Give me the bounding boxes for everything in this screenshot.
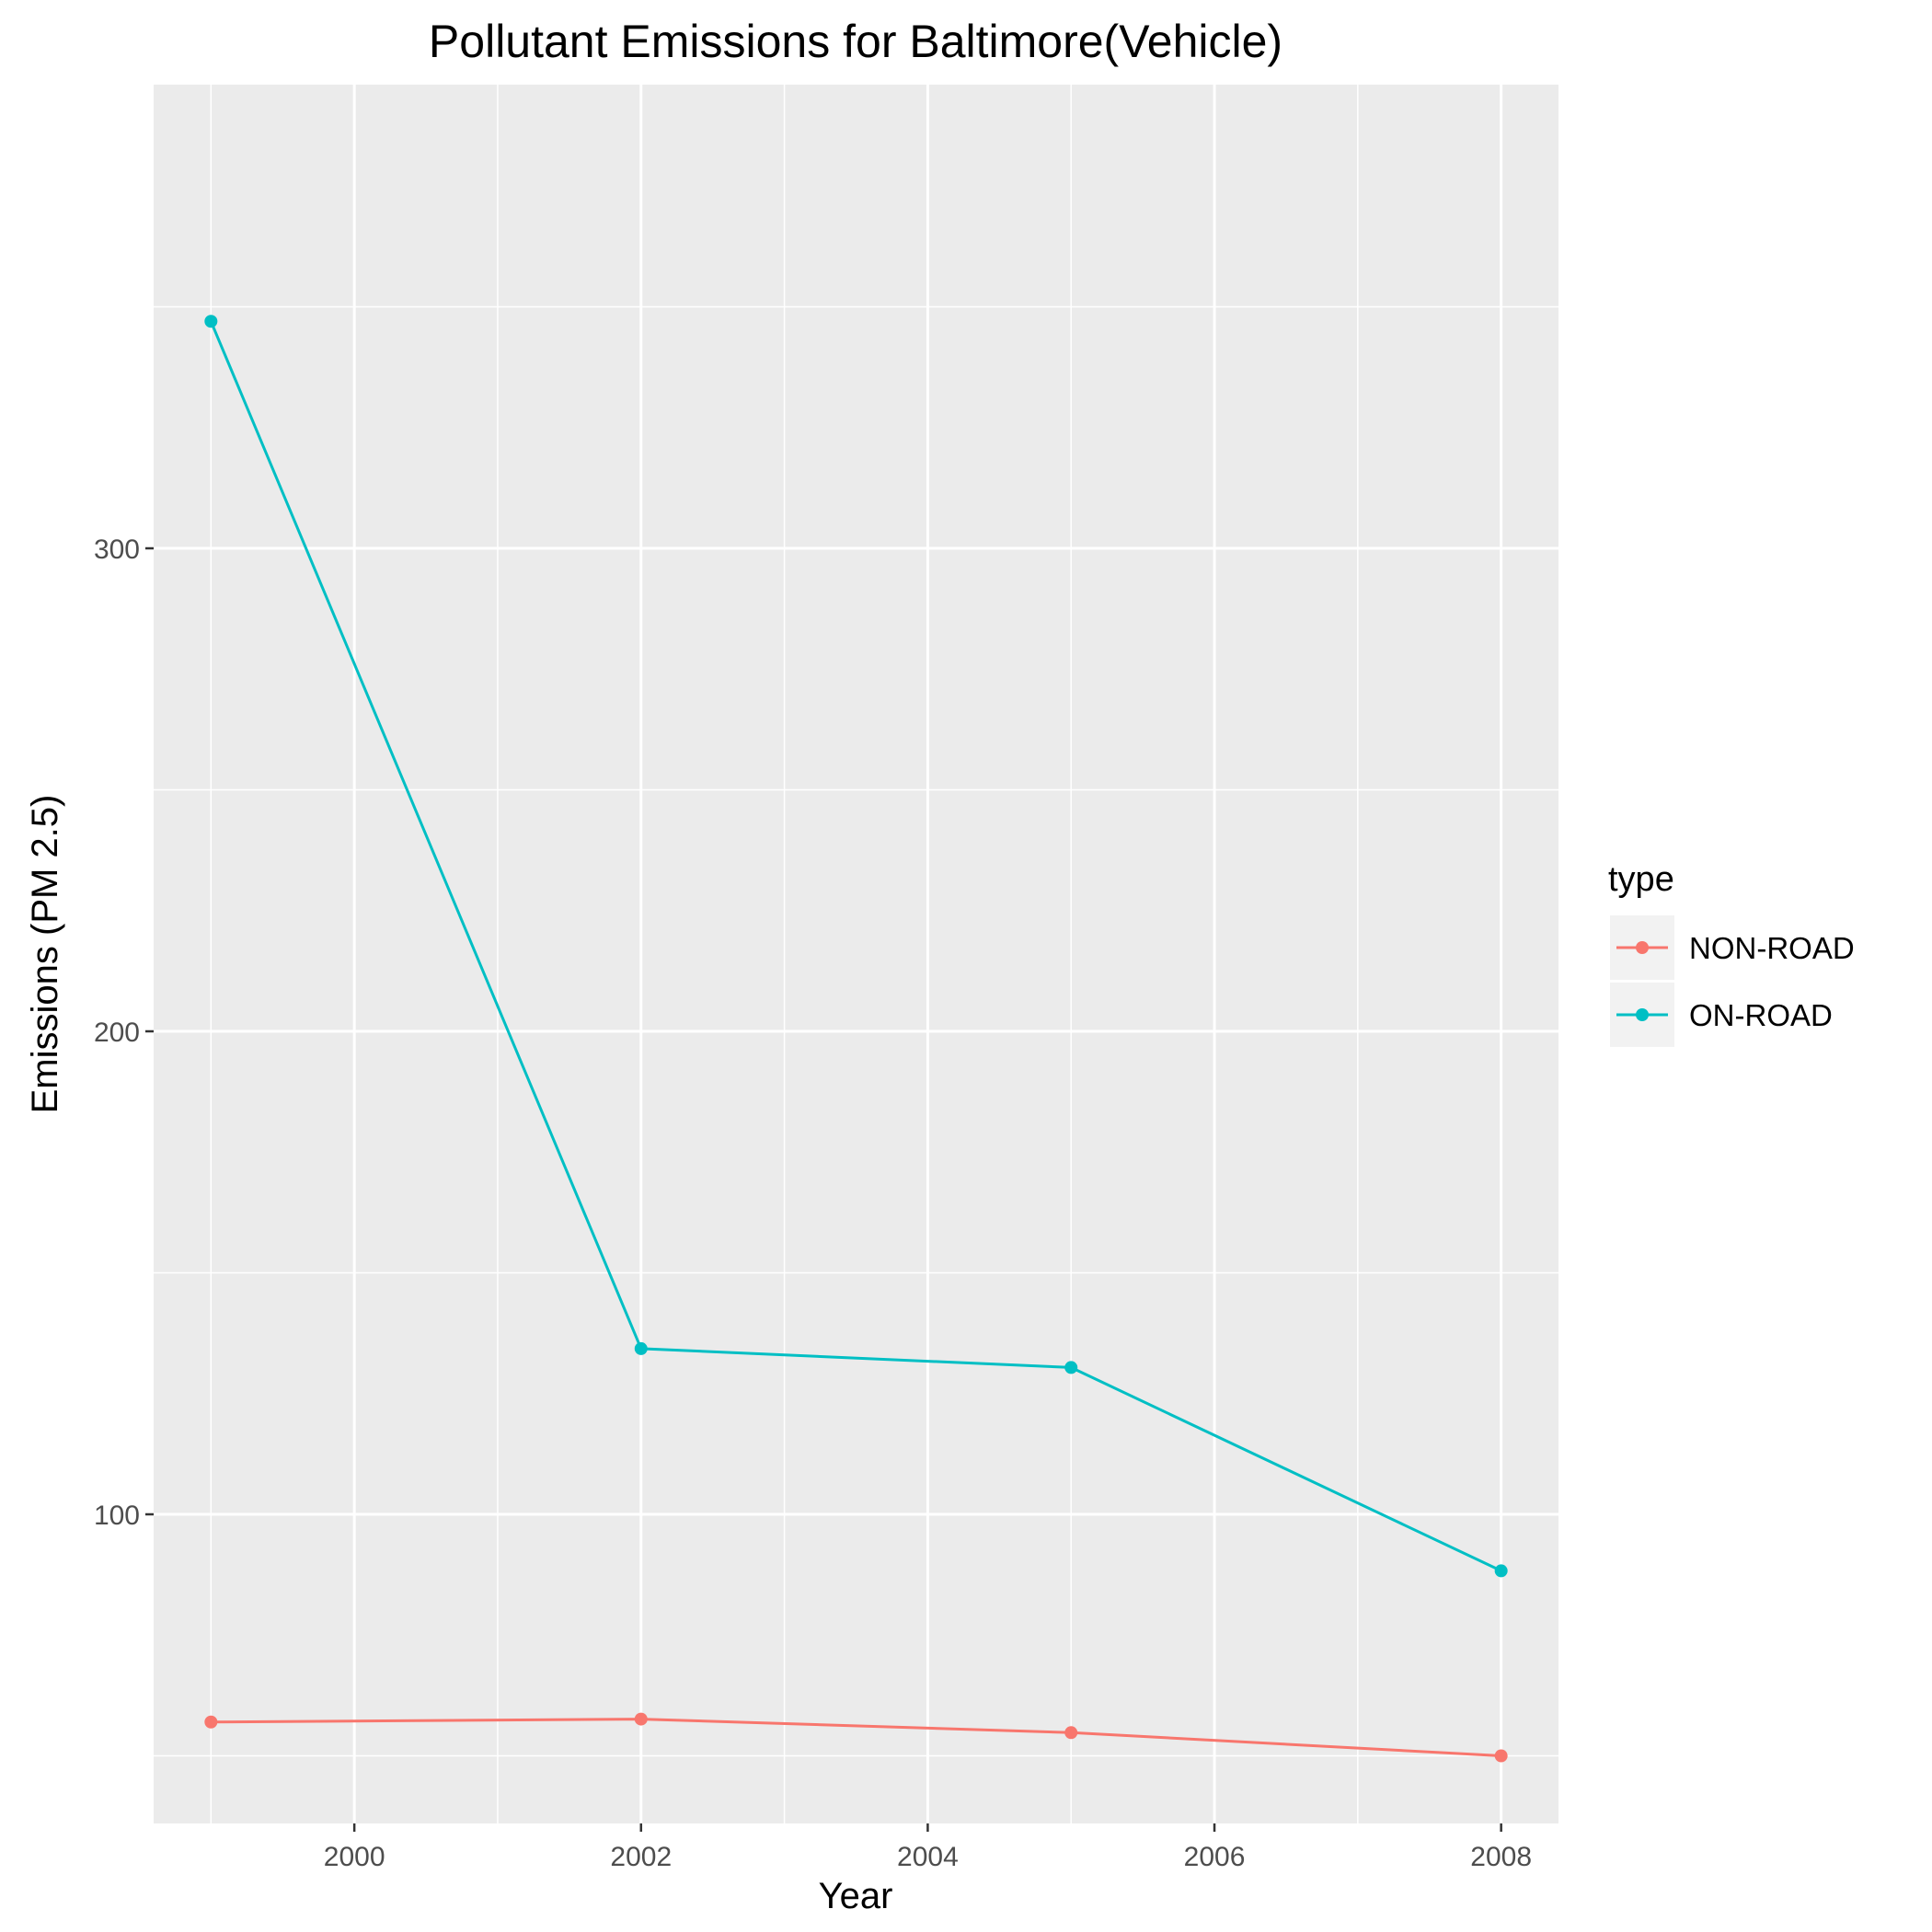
data-point-non-road	[204, 1715, 218, 1729]
axis-ticks	[145, 546, 1502, 1832]
data-point-non-road	[1064, 1726, 1078, 1740]
x-tick-label: 2002	[610, 1842, 672, 1872]
x-tick-labels: 2000 2002 2004 2006 2008	[324, 1842, 1532, 1872]
x-tick-label: 2008	[1470, 1842, 1532, 1872]
y-tick-labels: 100 200 300	[94, 535, 140, 1531]
major-gridlines	[154, 85, 1558, 1823]
data-point-on-road	[1064, 1361, 1078, 1374]
legend-point-non-road	[1636, 941, 1649, 954]
legend-items: NON-ROAD ON-ROAD	[1610, 915, 1855, 1047]
x-tick-label: 2000	[324, 1842, 385, 1872]
series-line-on-road	[209, 320, 1502, 1572]
data-point-on-road	[634, 1341, 648, 1355]
y-tick-label: 100	[94, 1501, 140, 1531]
series-line-non-road	[211, 1718, 1501, 1757]
legend-title: type	[1608, 860, 1674, 899]
x-tick-label: 2006	[1184, 1842, 1246, 1872]
minor-gridlines	[154, 85, 1558, 1823]
data-point-on-road	[1494, 1564, 1508, 1578]
legend-label-on-road: ON-ROAD	[1689, 998, 1833, 1032]
chart-title: Pollutant Emissions for Baltimore(Vehicl…	[429, 16, 1282, 67]
x-axis-title: Year	[819, 1876, 893, 1916]
data-point-non-road	[634, 1712, 648, 1726]
x-tick-label: 2004	[897, 1842, 959, 1872]
y-tick-label: 200	[94, 1018, 140, 1048]
legend: type NON-ROAD ON-ROAD	[1608, 860, 1855, 1047]
series-layer	[204, 315, 1508, 1763]
legend-label-non-road: NON-ROAD	[1689, 931, 1855, 965]
data-point-on-road	[204, 315, 218, 328]
y-tick-label: 300	[94, 535, 140, 565]
y-axis-title: Emissions (PM 2.5)	[25, 795, 65, 1114]
data-point-non-road	[1494, 1749, 1508, 1763]
plot-panel	[154, 85, 1558, 1823]
legend-point-on-road	[1636, 1008, 1649, 1021]
